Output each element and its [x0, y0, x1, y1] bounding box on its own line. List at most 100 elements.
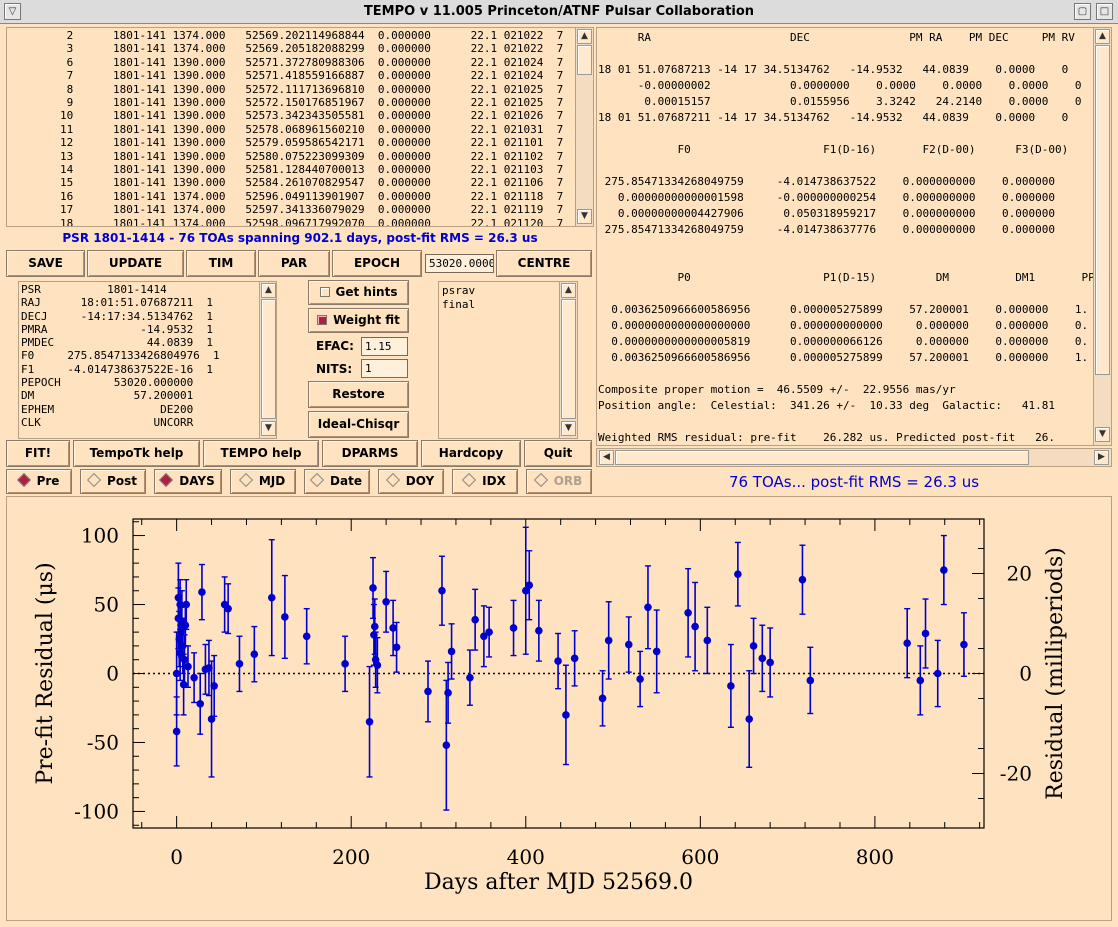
output-line: 0.0036250966600586956 0.000005275899 57.… [598, 303, 1089, 316]
scroll-down-icon[interactable]: ▼ [577, 209, 592, 224]
clock-list-panel[interactable]: psrav final ▲ ▼ [438, 281, 578, 439]
radio-pre[interactable]: Pre [6, 469, 72, 494]
restore-button[interactable]: Restore [308, 381, 409, 408]
scroll-up-icon[interactable]: ▲ [1095, 29, 1110, 44]
toa-row: 13 1801-141 1390.000 52580.075223099309 … [7, 149, 564, 163]
x-tick-label: 200 [332, 845, 370, 869]
epoch-button[interactable]: EPOCH [332, 250, 422, 277]
data-point [703, 636, 712, 645]
radio-mjd[interactable]: MJD [230, 469, 296, 494]
toa-row: 11 1801-141 1390.000 52578.068961560210 … [7, 122, 564, 136]
output-line [598, 414, 1111, 430]
data-point [727, 682, 735, 690]
radio-label: IDX [482, 474, 506, 488]
radio-icon [462, 472, 477, 488]
data-point [302, 632, 311, 641]
hardcopy-button[interactable]: Hardcopy [421, 440, 521, 467]
plot-frame[interactable]: 0 200 400 600 800 100 50 0 -50 -100 20 0 -20 Days aft… [6, 496, 1112, 921]
scroll-thumb[interactable] [561, 299, 576, 419]
radio-idx[interactable]: IDX [452, 469, 518, 494]
update-button[interactable]: UPDATE [87, 250, 184, 277]
scroll-right-icon[interactable]: ▶ [1094, 450, 1109, 465]
par-line: PEPOCH 53020.000000 [21, 376, 194, 390]
radio-orb[interactable]: ORB [526, 469, 592, 494]
scroll-thumb[interactable] [261, 299, 276, 419]
window-title: TEMPO v 11.005 Princeton/ATNF Pulsar Col… [363, 4, 755, 19]
output-line: F0 F1(D-16) F2(D-00) F3(D-00) [598, 143, 1069, 156]
radio-icon [309, 472, 325, 488]
toa-list-panel[interactable]: 2 1801-141 1374.000 52569.202114968844 0… [6, 27, 594, 227]
nits-label: NITS: [316, 362, 353, 376]
save-button[interactable]: SAVE [6, 250, 85, 277]
radio-doy[interactable]: DOY [378, 469, 444, 494]
weight-fit-checkbox[interactable]: Weight fit [308, 308, 409, 333]
data-point [766, 658, 774, 667]
radio-days[interactable]: DAYS [154, 469, 222, 494]
fit-summary: PSR 1801-1414 - 76 TOAs spanning 902.1 d… [62, 231, 538, 245]
get-hints-checkbox[interactable]: Get hints [308, 280, 409, 305]
toa-scrollbar[interactable]: ▲ ▼ [575, 28, 593, 226]
data-point [444, 689, 452, 697]
scroll-thumb[interactable] [1095, 45, 1110, 375]
window-title-bar[interactable]: ▽ TEMPO v 11.005 Princeton/ATNF Pulsar C… [0, 0, 1118, 24]
par-button[interactable]: PAR [258, 250, 330, 277]
nits-input[interactable]: 1 [361, 359, 408, 378]
tempo-help-button[interactable]: TEMPO help [203, 440, 319, 467]
radio-date[interactable]: Date [304, 469, 370, 494]
output-scrollbar[interactable]: ▲ ▼ [1093, 28, 1111, 445]
par-scrollbar[interactable]: ▲ ▼ [259, 282, 276, 438]
data-point [525, 581, 534, 590]
fit-button[interactable]: FIT! [6, 440, 70, 467]
dparms-button[interactable]: DPARMS [322, 440, 418, 467]
output-hscrollbar[interactable]: ◀ ▶ [596, 448, 1112, 467]
scroll-up-icon[interactable]: ▲ [261, 283, 276, 298]
output-line: P0 P1(D-15) DM DM1 PPD [598, 271, 1102, 284]
tempotk-help-button[interactable]: TempoTk help [73, 440, 200, 467]
centre-button[interactable]: CENTRE [496, 250, 592, 277]
scroll-down-icon[interactable]: ▼ [1095, 427, 1110, 442]
scroll-up-icon[interactable]: ▲ [577, 29, 592, 44]
scroll-left-icon[interactable]: ◀ [599, 450, 614, 465]
par-line: PSR 1801-1414 [21, 283, 167, 296]
par-file-panel[interactable]: PSR 1801-1414 RAJ 18:01:51.07687211 1 DECJ… [18, 281, 277, 439]
data-point [691, 622, 699, 631]
maximize-icon[interactable]: □ [1096, 3, 1113, 20]
scroll-thumb[interactable] [577, 45, 592, 75]
radio-post[interactable]: Post [80, 469, 146, 494]
data-point [471, 615, 479, 624]
scroll-up-icon[interactable]: ▲ [561, 283, 576, 298]
toa-row: 12 1801-141 1390.000 52579.059586542171 … [7, 136, 564, 150]
hscroll-thumb[interactable] [615, 450, 1029, 465]
data-point [480, 632, 488, 641]
output-panel[interactable]: RA DEC PM RA PM DEC PM RV PAR 18 01 51.0… [596, 27, 1112, 446]
radio-icon [159, 472, 174, 488]
output-line: 275.85471334268049759 -4.014738637776 0.… [598, 223, 1055, 236]
y2-axis-label: Residual (milliperiods) [1043, 547, 1068, 800]
data-point [438, 586, 446, 595]
par-line: F1 -4.014738637522E-16 1 [21, 362, 214, 376]
radio-label: Pre [36, 474, 60, 488]
efac-input[interactable]: 1.15 [361, 337, 408, 356]
window-menu-icon[interactable]: ▽ [4, 3, 21, 20]
toa-row: 16 1801-141 1374.000 52596.049113901907 … [7, 189, 564, 203]
epoch-input[interactable]: 53020.0000 [425, 254, 494, 273]
output-text: RA DEC PM RA PM DEC PM RV PAR 18 01 51.0… [598, 30, 1111, 445]
data-point [509, 624, 518, 632]
toa-row: 6 1801-141 1390.000 52571.372780988306 0… [7, 55, 564, 69]
radio-icon [16, 472, 31, 488]
output-line [598, 126, 1111, 142]
data-point [485, 628, 493, 636]
output-line [598, 158, 1111, 174]
data-point [447, 647, 456, 656]
quit-button[interactable]: Quit [524, 440, 592, 467]
scroll-down-icon[interactable]: ▼ [561, 421, 576, 436]
ideal-chisqr-button[interactable]: Ideal-Chisqr [308, 411, 409, 438]
clock-scrollbar[interactable]: ▲ ▼ [559, 282, 577, 438]
minimize-icon[interactable]: ▢ [1074, 3, 1091, 20]
scroll-down-icon[interactable]: ▼ [261, 421, 276, 436]
data-point [758, 654, 767, 663]
tim-button[interactable]: TIM [186, 250, 256, 277]
data-point [373, 661, 382, 670]
output-line [598, 46, 1111, 62]
